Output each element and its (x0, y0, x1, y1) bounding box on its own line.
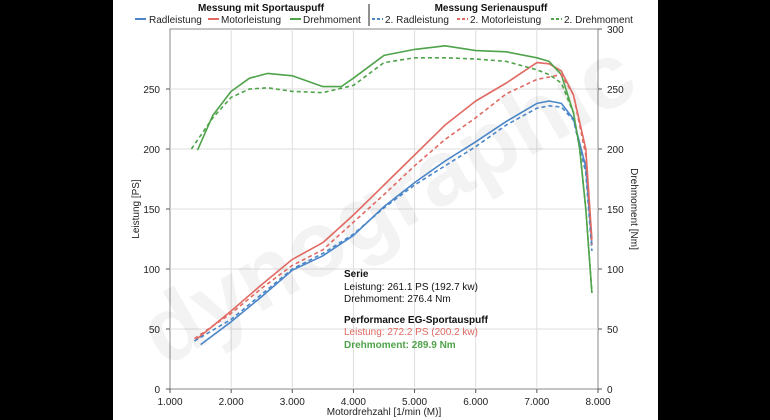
x-tick-label: 6.000 (463, 397, 488, 408)
anno-perf-title: Performance EG-Sportauspuff (344, 315, 489, 326)
y-tick-label: 250 (143, 85, 160, 96)
x-tick-label: 3.000 (280, 397, 305, 408)
x-tick-label: 2.000 (219, 397, 244, 408)
y-axis-ticks: 0 50 100 150 200 250 (143, 85, 170, 396)
y-axis-label: Leistung [PS] (131, 179, 142, 239)
x-axis-ticks: 1.000 2.000 3.000 4.000 5.000 6.000 7.000 8.000 (157, 389, 611, 408)
series-line-radleistung (200, 100, 593, 346)
legend-group2-title: Messung Serienauspuff (435, 3, 548, 14)
y-tick-label: 100 (143, 265, 160, 276)
legend-label-radleistung: Radleistung (149, 15, 202, 26)
x-tick-label: 1.000 (157, 397, 182, 408)
series-layer (190, 45, 593, 346)
series-line-2-drehmoment (190, 57, 593, 294)
chart-svg: Messung mit Sportauspuff Messung Seriena… (123, 3, 652, 418)
anno-serie-title: Serie (344, 269, 369, 280)
y2-tick-label: 150 (607, 205, 624, 216)
anno-perf-drehmoment: Drehmoment: 289.9 Nm (344, 340, 456, 351)
legend-label-2-motorleistung: 2. Motorleistung (470, 15, 541, 26)
anno-serie-leistung: Leistung: 261.1 PS (192.7 kw) (344, 282, 478, 293)
series-line-motorleistung (193, 61, 593, 342)
legend-label-2-radleistung: 2. Radleistung (385, 15, 449, 26)
anno-perf-leistung: Leistung: 272.2 PS (200.2 kw) (344, 327, 478, 338)
y2-tick-label: 50 (607, 325, 619, 336)
y-tick-label: 0 (154, 385, 160, 396)
series-line-drehmoment (196, 45, 593, 294)
y-tick-label: 150 (143, 205, 160, 216)
legend: Messung mit Sportauspuff Messung Seriena… (135, 3, 633, 26)
y2-tick-label: 100 (607, 265, 624, 276)
legend-label-motorleistung: Motorleistung (221, 15, 281, 26)
annotation-box: Serie Leistung: 261.1 PS (192.7 kw) Dreh… (344, 269, 489, 351)
x-tick-label: 5.000 (402, 397, 427, 408)
y2-axis-label: Drehmoment [Nm] (628, 168, 639, 250)
legend-group1-title: Messung mit Sportauspuff (198, 3, 325, 14)
y2-tick-label: 200 (607, 145, 624, 156)
y2-tick-label: 250 (607, 85, 624, 96)
grid (170, 29, 598, 389)
legend-label-2-drehmoment: 2. Drehmoment (564, 15, 633, 26)
y2-axis-ticks: 0 50 100 150 200 250 300 (598, 25, 624, 396)
anno-serie-drehmoment: Drehmoment: 276.4 Nm (344, 294, 451, 305)
chart-frame: Messung mit Sportauspuff Messung Seriena… (113, 0, 658, 420)
y-tick-label: 50 (149, 325, 161, 336)
y2-tick-label: 300 (607, 25, 624, 36)
x-tick-label: 8.000 (585, 397, 610, 408)
x-axis-label: Motordrehzahl [1/min (M)] (327, 407, 442, 418)
legend-label-drehmoment: Drehmoment (303, 15, 361, 26)
x-tick-label: 7.000 (524, 397, 549, 408)
y-tick-label: 200 (143, 145, 160, 156)
series-line-2-radleistung (194, 105, 593, 342)
series-line-2-motorleistung (194, 73, 593, 340)
y2-tick-label: 0 (607, 385, 613, 396)
x-tick-label: 4.000 (341, 397, 366, 408)
